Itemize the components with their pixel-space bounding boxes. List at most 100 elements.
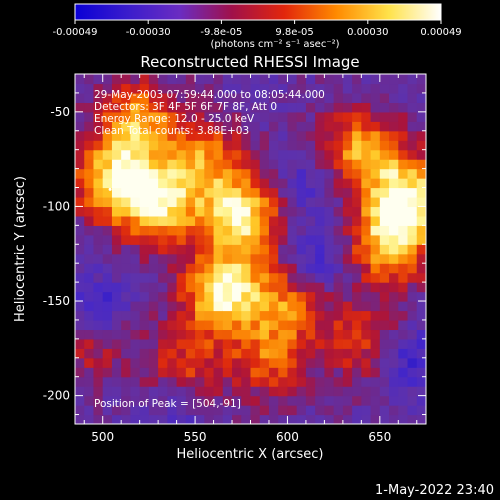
heatmap-cell: [84, 225, 95, 236]
heatmap-cell: [195, 367, 205, 378]
heatmap-cell: [222, 92, 233, 103]
heatmap-cell: [305, 178, 316, 189]
heatmap-cell: [111, 263, 122, 274]
heatmap-cell: [204, 206, 215, 217]
heatmap-cell: [84, 253, 95, 264]
heatmap-cell: [352, 338, 362, 349]
heatmap-cell: [296, 319, 307, 331]
heatmap-cell: [342, 74, 353, 85]
heatmap-cell: [278, 319, 289, 331]
heatmap-cell: [185, 357, 196, 368]
heatmap-cell: [176, 92, 187, 103]
heatmap-cell: [195, 310, 205, 321]
heatmap-cell: [241, 159, 252, 170]
heatmap-cell: [75, 272, 85, 283]
heatmap-cell: [139, 414, 150, 424]
heatmap-cell: [121, 414, 132, 424]
heatmap-cell: [333, 272, 344, 283]
heatmap-cell: [389, 244, 399, 255]
heatmap-cell: [232, 282, 242, 293]
heatmap-cell: [398, 301, 409, 312]
heatmap-cell: [148, 301, 159, 312]
heatmap-cell: [342, 376, 353, 387]
heatmap-cell: [176, 178, 187, 189]
heatmap-cell: [204, 187, 215, 198]
heatmap-cell: [370, 111, 381, 122]
heatmap-cell: [287, 253, 298, 264]
heatmap-cell: [139, 178, 150, 189]
heatmap-cell: [342, 215, 353, 226]
heatmap-cell: [148, 130, 159, 141]
y-tick-label: -150: [43, 294, 70, 308]
heatmap-cell: [296, 301, 307, 312]
heatmap-cell: [379, 357, 390, 368]
heatmap-cell: [195, 405, 205, 416]
heatmap-cell: [379, 215, 390, 226]
heatmap-cell: [398, 102, 409, 113]
heatmap-cell: [416, 405, 426, 416]
heatmap-cell: [315, 367, 325, 378]
heatmap-cell: [102, 414, 113, 424]
heatmap-cell: [148, 149, 159, 160]
heatmap-cell: [268, 414, 279, 424]
heatmap-cell: [93, 92, 104, 103]
x-tick-label: 600: [276, 430, 299, 444]
heatmap-cell: [398, 414, 409, 424]
heatmap-cell: [416, 329, 426, 340]
heatmap-cell: [287, 348, 298, 359]
heatmap-cell: [75, 234, 85, 245]
heatmap-cell: [75, 83, 85, 94]
heatmap-cell: [111, 140, 122, 151]
heatmap-cell: [352, 282, 362, 293]
heatmap-cell: [139, 206, 150, 217]
heatmap-cell: [407, 395, 418, 406]
heatmap-cell: [139, 159, 150, 170]
heatmap-cell: [75, 215, 85, 226]
heatmap-cell: [111, 301, 122, 312]
heatmap-cell: [111, 291, 122, 302]
heatmap-cell: [342, 319, 353, 331]
heatmap-cell: [75, 310, 85, 321]
heatmap-cell: [111, 215, 122, 226]
heatmap-cell: [75, 405, 85, 416]
heatmap-cell: [195, 234, 205, 245]
heatmap-cell: [416, 291, 426, 302]
heatmap-cell: [352, 367, 362, 378]
heatmap-cell: [241, 301, 252, 312]
heatmap-cell: [148, 187, 159, 198]
heatmap-cell: [93, 310, 104, 321]
heatmap-cell: [93, 348, 104, 359]
heatmap-cell: [278, 367, 289, 378]
heatmap-cell: [213, 310, 224, 321]
heatmap-cell: [75, 74, 85, 85]
heatmap-cell: [130, 414, 141, 424]
heatmap-cell: [176, 301, 187, 312]
heatmap-cell: [324, 272, 335, 283]
heatmap-cell: [195, 206, 205, 217]
heatmap-cell: [130, 395, 141, 406]
heatmap-cell: [185, 291, 196, 302]
heatmap-cell: [250, 225, 261, 236]
heatmap-cell: [213, 234, 224, 245]
heatmap-cell: [130, 348, 141, 359]
heatmap-cell: [268, 111, 279, 122]
heatmap-cell: [278, 348, 289, 359]
heatmap-cell: [222, 159, 233, 170]
heatmap-cell: [195, 149, 205, 160]
heatmap-cell: [407, 338, 418, 349]
heatmap-cell: [305, 206, 316, 217]
heatmap-cell: [148, 74, 159, 85]
heatmap-cell: [213, 178, 224, 189]
heatmap-cell: [102, 282, 113, 293]
heatmap-cell: [158, 234, 168, 245]
heatmap-cell: [241, 244, 252, 255]
heatmap-cell: [130, 386, 141, 397]
heatmap-cell: [232, 149, 242, 160]
heatmap-cell: [389, 83, 399, 94]
heatmap-cell: [148, 244, 159, 255]
heatmap-cell: [259, 159, 270, 170]
heatmap-cell: [296, 178, 307, 189]
heatmap-cell: [333, 206, 344, 217]
heatmap-cell: [278, 159, 289, 170]
heatmap-cell: [121, 121, 132, 132]
